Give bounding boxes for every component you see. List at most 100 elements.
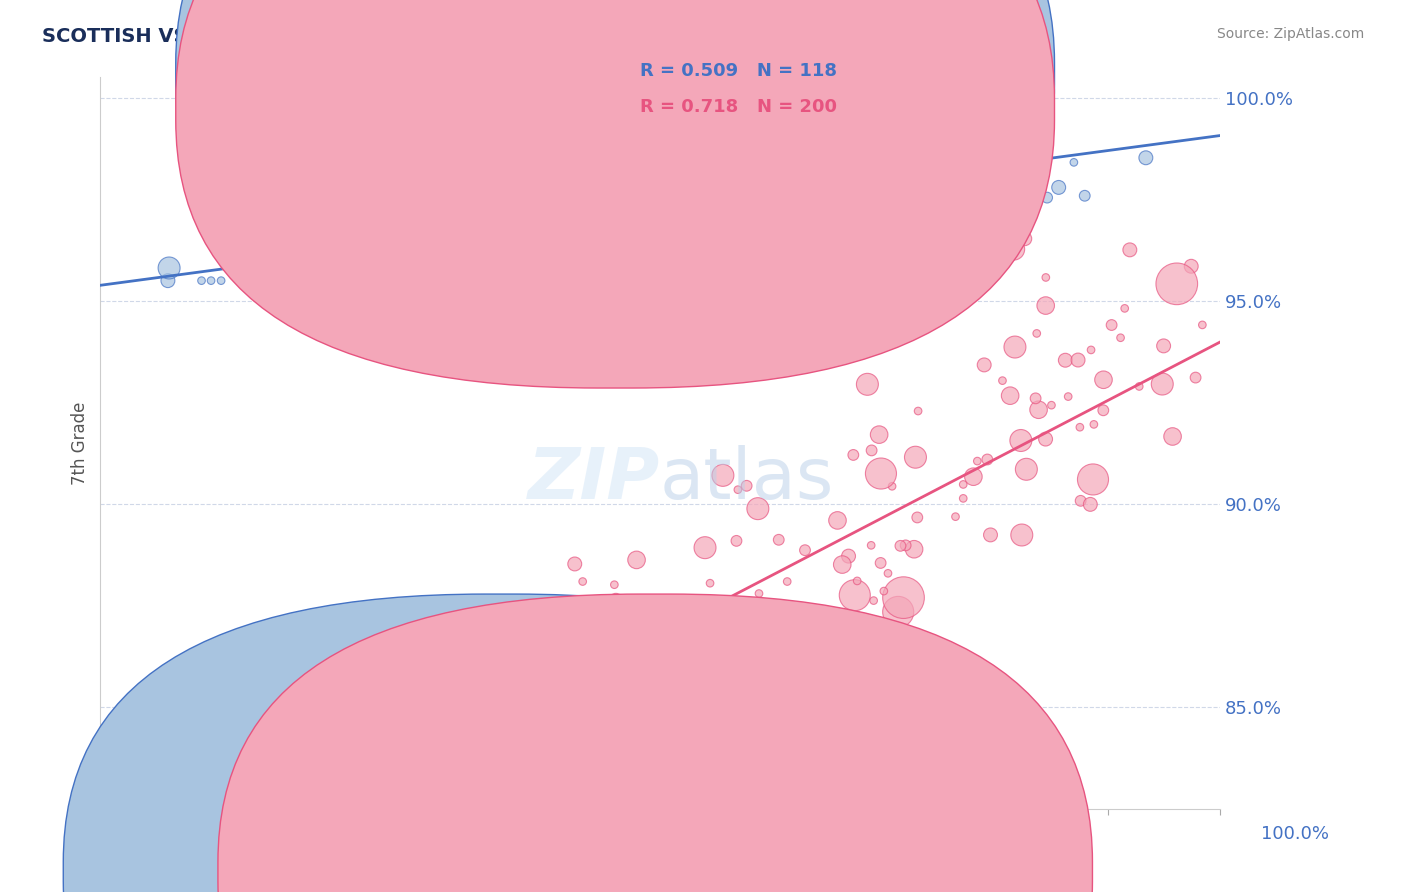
Point	[475, 750, 498, 764]
Point	[599, 245, 621, 260]
Point	[463, 802, 485, 816]
Point	[595, 192, 617, 206]
Point	[173, 802, 195, 816]
Point	[207, 790, 229, 805]
Point	[1025, 326, 1047, 341]
Point	[778, 194, 800, 209]
Point	[437, 683, 460, 698]
Point	[496, 802, 519, 816]
Point	[522, 194, 544, 209]
Point	[346, 802, 368, 816]
Point	[543, 186, 565, 201]
Point	[339, 802, 361, 816]
Point	[711, 468, 734, 483]
Point	[350, 274, 373, 288]
Point	[370, 802, 392, 816]
Point	[460, 766, 482, 780]
Point	[520, 183, 543, 197]
Point	[294, 274, 316, 288]
Point	[889, 539, 911, 553]
Point	[998, 389, 1021, 403]
Point	[1114, 301, 1136, 316]
Point	[872, 197, 894, 211]
Point	[451, 259, 474, 273]
Point	[260, 802, 283, 816]
Point	[391, 204, 413, 219]
Text: Whites/Caucasians: Whites/Caucasians	[661, 861, 818, 879]
Point	[562, 274, 585, 288]
Point	[134, 802, 156, 816]
Point	[361, 755, 384, 769]
Point	[307, 248, 329, 262]
Point	[1040, 398, 1063, 412]
Point	[451, 802, 474, 816]
Point	[1035, 270, 1057, 285]
Point	[891, 646, 914, 660]
Point	[512, 789, 534, 804]
Point	[606, 731, 628, 746]
Point	[329, 802, 352, 816]
Point	[658, 241, 681, 255]
Point	[794, 180, 817, 194]
Point	[432, 688, 454, 702]
Point	[427, 802, 450, 816]
Point	[484, 754, 506, 768]
Point	[531, 238, 554, 252]
Point	[755, 209, 778, 223]
Point	[250, 802, 273, 816]
Point	[1035, 299, 1057, 313]
Point	[754, 211, 776, 225]
Point	[544, 148, 567, 162]
Point	[340, 802, 363, 816]
Point	[626, 553, 648, 567]
Point	[650, 259, 672, 273]
Point	[752, 209, 775, 223]
Text: R = 0.509   N = 118: R = 0.509 N = 118	[640, 62, 837, 80]
Point	[737, 655, 759, 669]
Point	[973, 358, 995, 372]
Point	[1057, 390, 1080, 404]
Point	[693, 541, 716, 555]
Point	[903, 542, 925, 557]
Point	[600, 264, 623, 278]
Point	[813, 190, 835, 204]
Point	[727, 170, 749, 185]
Point	[122, 802, 145, 816]
Point	[1080, 343, 1102, 357]
Point	[291, 274, 314, 288]
Point	[808, 82, 831, 96]
Point	[571, 574, 593, 589]
Point	[447, 186, 470, 200]
Point	[1036, 191, 1059, 205]
Point	[572, 169, 595, 183]
Point	[415, 238, 437, 252]
Point	[1010, 434, 1032, 448]
Point	[288, 788, 311, 802]
Point	[1011, 528, 1033, 542]
Text: Source: ZipAtlas.com: Source: ZipAtlas.com	[1216, 27, 1364, 41]
Point	[576, 717, 599, 731]
Point	[458, 751, 481, 765]
Point	[727, 483, 749, 497]
Point	[547, 238, 569, 252]
Point	[398, 274, 420, 288]
Point	[776, 574, 799, 589]
Point	[1135, 151, 1157, 165]
Point	[603, 578, 626, 592]
Point	[354, 199, 377, 213]
Point	[800, 171, 823, 186]
Point	[288, 802, 311, 816]
Point	[952, 491, 974, 506]
Point	[690, 170, 713, 185]
Point	[465, 253, 488, 268]
Point	[1092, 403, 1115, 417]
Point	[157, 260, 180, 275]
Point	[643, 607, 665, 622]
Point	[195, 802, 218, 816]
Point	[387, 793, 409, 807]
Point	[706, 157, 728, 171]
Point	[869, 556, 891, 570]
Point	[893, 591, 915, 605]
Point	[976, 452, 998, 467]
Point	[699, 576, 721, 591]
